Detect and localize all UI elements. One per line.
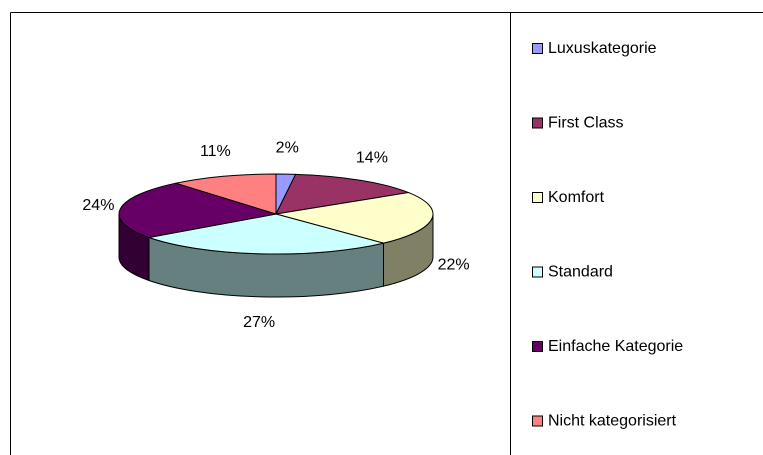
legend-swatch (532, 266, 543, 278)
legend-label: Einfache Kategorie (548, 338, 683, 355)
data-label: 2% (276, 139, 299, 156)
slice (275, 173, 411, 215)
legend-swatch (532, 341, 543, 352)
slice (147, 213, 384, 255)
legend-label: Nicht kategorisiert (548, 413, 677, 430)
legend-label: Luxuskategorie (548, 40, 657, 57)
legend-label: First Class (548, 115, 624, 132)
legend-label: Standard (548, 264, 613, 281)
legend-swatch (532, 43, 543, 54)
legend-swatch (532, 192, 543, 203)
data-label: 24% (82, 197, 114, 214)
slice (118, 182, 277, 239)
slice (173, 173, 277, 215)
legend-swatch (532, 117, 543, 129)
data-label: 14% (356, 149, 388, 166)
data-label: 11% (200, 143, 231, 160)
data-label: 27% (243, 314, 275, 331)
slice (275, 192, 434, 244)
legend-label: Komfort (548, 189, 605, 206)
data-label: 22% (438, 256, 470, 273)
legend-swatch (532, 415, 543, 427)
